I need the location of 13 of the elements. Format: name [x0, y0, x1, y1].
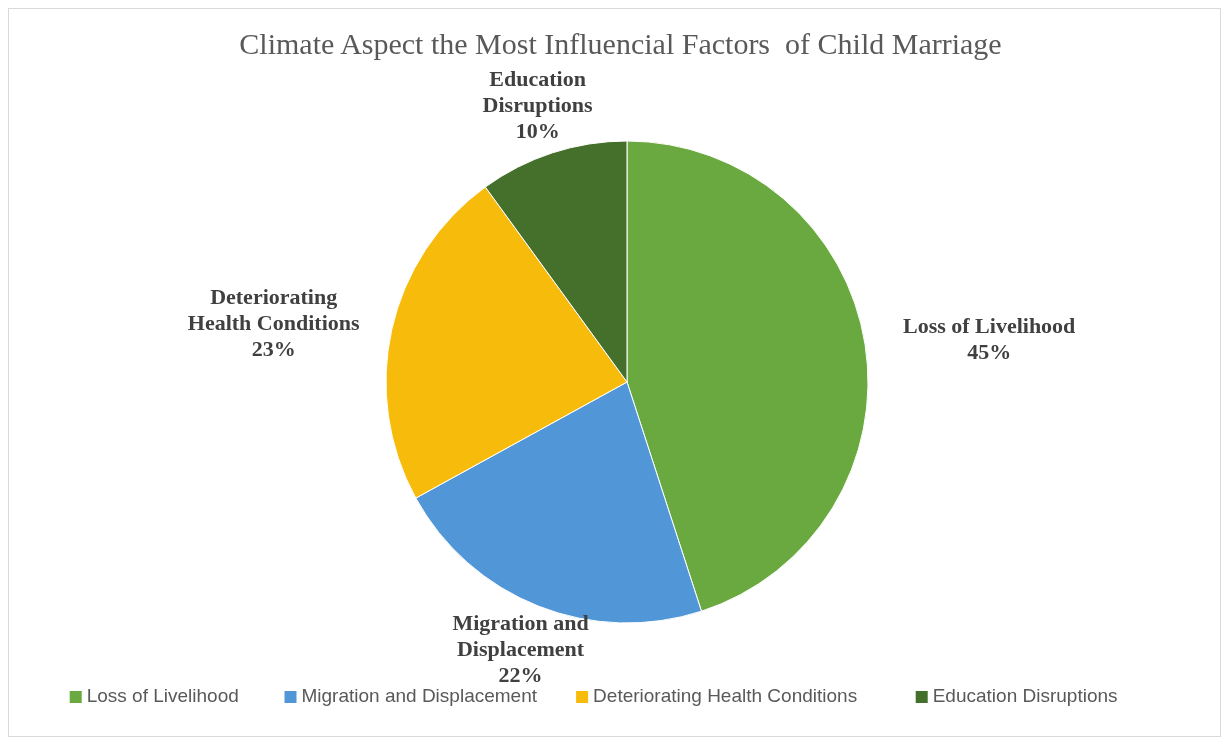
data-label: 22% [498, 661, 543, 687]
legend-label: Deteriorating Health Conditions [593, 685, 858, 707]
slice-label: Loss of Livelihood [903, 313, 1076, 339]
data-label: 10% [515, 118, 560, 143]
slice-label: Education Disruptions [482, 66, 594, 117]
data-label: 23% [251, 336, 296, 362]
data-label: 45% [967, 339, 1012, 365]
slice-label: Deteriorating Health Conditions [187, 284, 360, 336]
legend-label: Migration and Displacement [301, 685, 538, 707]
legend-label: Loss of Livelihood [86, 685, 239, 707]
chart-title: Climate Aspect the Most Influencial Factors of Child Marriage [239, 27, 1002, 60]
slice-label: Migration and Displacement [452, 609, 589, 661]
legend-label: Education Disruptions [932, 685, 1118, 707]
